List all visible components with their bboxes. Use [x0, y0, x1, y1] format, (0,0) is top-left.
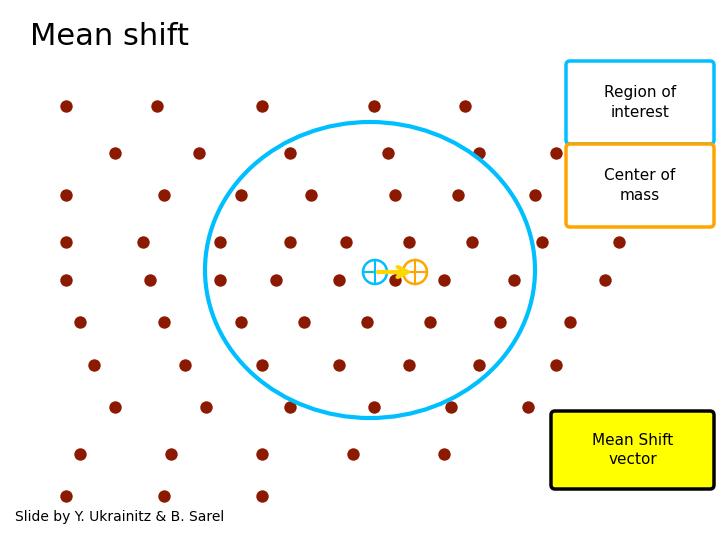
Point [599, 276, 611, 285]
Point [438, 276, 450, 285]
FancyBboxPatch shape [566, 144, 714, 227]
Point [403, 360, 415, 369]
Point [452, 191, 464, 200]
Point [158, 492, 170, 501]
Point [284, 149, 296, 158]
Point [473, 149, 485, 158]
Point [459, 102, 471, 110]
Point [270, 276, 282, 285]
Point [347, 450, 359, 458]
Point [613, 238, 625, 247]
Point [109, 403, 121, 411]
Point [284, 238, 296, 247]
Text: Slide by Y. Ukrainitz & B. Sarel: Slide by Y. Ukrainitz & B. Sarel [15, 510, 224, 524]
Point [390, 276, 401, 285]
Point [473, 360, 485, 369]
Point [467, 238, 478, 247]
FancyBboxPatch shape [551, 411, 714, 489]
Point [138, 238, 149, 247]
Point [158, 318, 170, 327]
Text: Region of
interest: Region of interest [604, 85, 676, 120]
Point [550, 149, 562, 158]
Point [60, 276, 72, 285]
Point [529, 191, 541, 200]
Point [508, 276, 520, 285]
Point [564, 318, 576, 327]
Point [606, 191, 618, 200]
Point [256, 360, 268, 369]
Point [445, 403, 456, 411]
Point [536, 238, 548, 247]
Point [403, 238, 415, 247]
Point [256, 450, 268, 458]
Point [298, 318, 310, 327]
Point [193, 149, 204, 158]
Point [60, 191, 72, 200]
Point [333, 276, 345, 285]
Point [522, 403, 534, 411]
Point [109, 149, 121, 158]
Point [60, 238, 72, 247]
FancyBboxPatch shape [566, 61, 714, 144]
Point [368, 403, 379, 411]
Point [215, 238, 226, 247]
Point [235, 191, 247, 200]
Point [74, 450, 86, 458]
Point [494, 318, 505, 327]
Point [284, 403, 296, 411]
Point [368, 102, 379, 110]
Point [341, 238, 352, 247]
Point [74, 318, 86, 327]
Point [550, 360, 562, 369]
Point [382, 149, 394, 158]
Point [235, 318, 247, 327]
Text: Center of
mass: Center of mass [604, 168, 675, 203]
Point [151, 102, 163, 110]
Point [166, 450, 177, 458]
Point [424, 318, 436, 327]
Point [60, 102, 72, 110]
Point [60, 492, 72, 501]
Point [361, 318, 373, 327]
Point [390, 191, 401, 200]
Point [305, 191, 317, 200]
Point [438, 450, 450, 458]
Point [256, 102, 268, 110]
Point [89, 360, 100, 369]
Point [215, 276, 226, 285]
Text: Mean shift: Mean shift [30, 22, 189, 51]
Point [144, 276, 156, 285]
Point [256, 492, 268, 501]
Point [200, 403, 212, 411]
Point [158, 191, 170, 200]
Point [333, 360, 345, 369]
Point [179, 360, 191, 369]
Text: Mean Shift
vector: Mean Shift vector [592, 433, 673, 468]
